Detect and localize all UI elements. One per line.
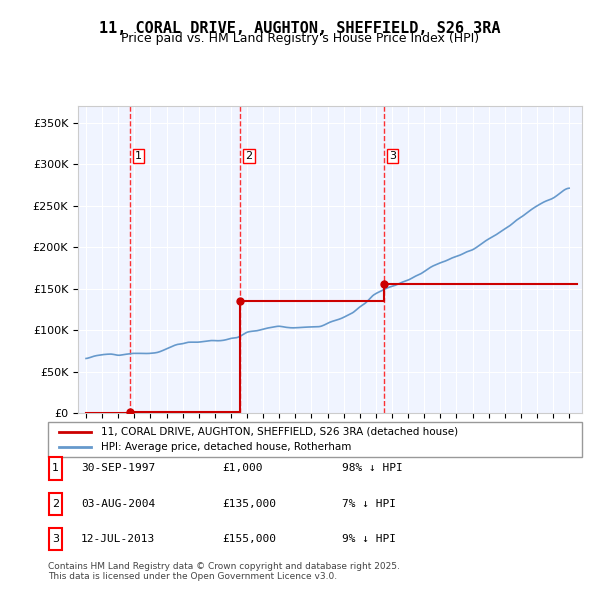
Text: 03-AUG-2004: 03-AUG-2004	[81, 499, 155, 509]
Text: 9% ↓ HPI: 9% ↓ HPI	[342, 535, 396, 544]
Text: 1: 1	[52, 464, 59, 473]
Text: 3: 3	[389, 151, 396, 161]
Text: £135,000: £135,000	[222, 499, 276, 509]
Text: 3: 3	[52, 535, 59, 544]
Text: Contains HM Land Registry data © Crown copyright and database right 2025.
This d: Contains HM Land Registry data © Crown c…	[48, 562, 400, 581]
Text: 1: 1	[135, 151, 142, 161]
Text: Price paid vs. HM Land Registry's House Price Index (HPI): Price paid vs. HM Land Registry's House …	[121, 32, 479, 45]
Text: 2: 2	[245, 151, 253, 161]
FancyBboxPatch shape	[49, 528, 62, 550]
Text: 11, CORAL DRIVE, AUGHTON, SHEFFIELD, S26 3RA (detached house): 11, CORAL DRIVE, AUGHTON, SHEFFIELD, S26…	[101, 427, 458, 437]
Text: 2: 2	[52, 499, 59, 509]
Text: HPI: Average price, detached house, Rotherham: HPI: Average price, detached house, Roth…	[101, 442, 352, 453]
FancyBboxPatch shape	[48, 422, 582, 457]
Text: 12-JUL-2013: 12-JUL-2013	[81, 535, 155, 544]
Text: 98% ↓ HPI: 98% ↓ HPI	[342, 464, 403, 473]
Text: 30-SEP-1997: 30-SEP-1997	[81, 464, 155, 473]
Text: £1,000: £1,000	[222, 464, 263, 473]
Text: 7% ↓ HPI: 7% ↓ HPI	[342, 499, 396, 509]
Text: £155,000: £155,000	[222, 535, 276, 544]
FancyBboxPatch shape	[49, 457, 62, 480]
Text: 11, CORAL DRIVE, AUGHTON, SHEFFIELD, S26 3RA: 11, CORAL DRIVE, AUGHTON, SHEFFIELD, S26…	[99, 21, 501, 35]
FancyBboxPatch shape	[49, 493, 62, 515]
